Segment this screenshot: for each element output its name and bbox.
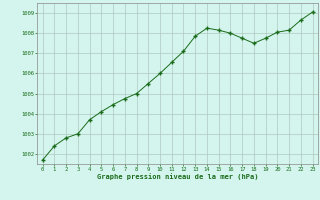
X-axis label: Graphe pression niveau de la mer (hPa): Graphe pression niveau de la mer (hPa) (97, 173, 258, 180)
